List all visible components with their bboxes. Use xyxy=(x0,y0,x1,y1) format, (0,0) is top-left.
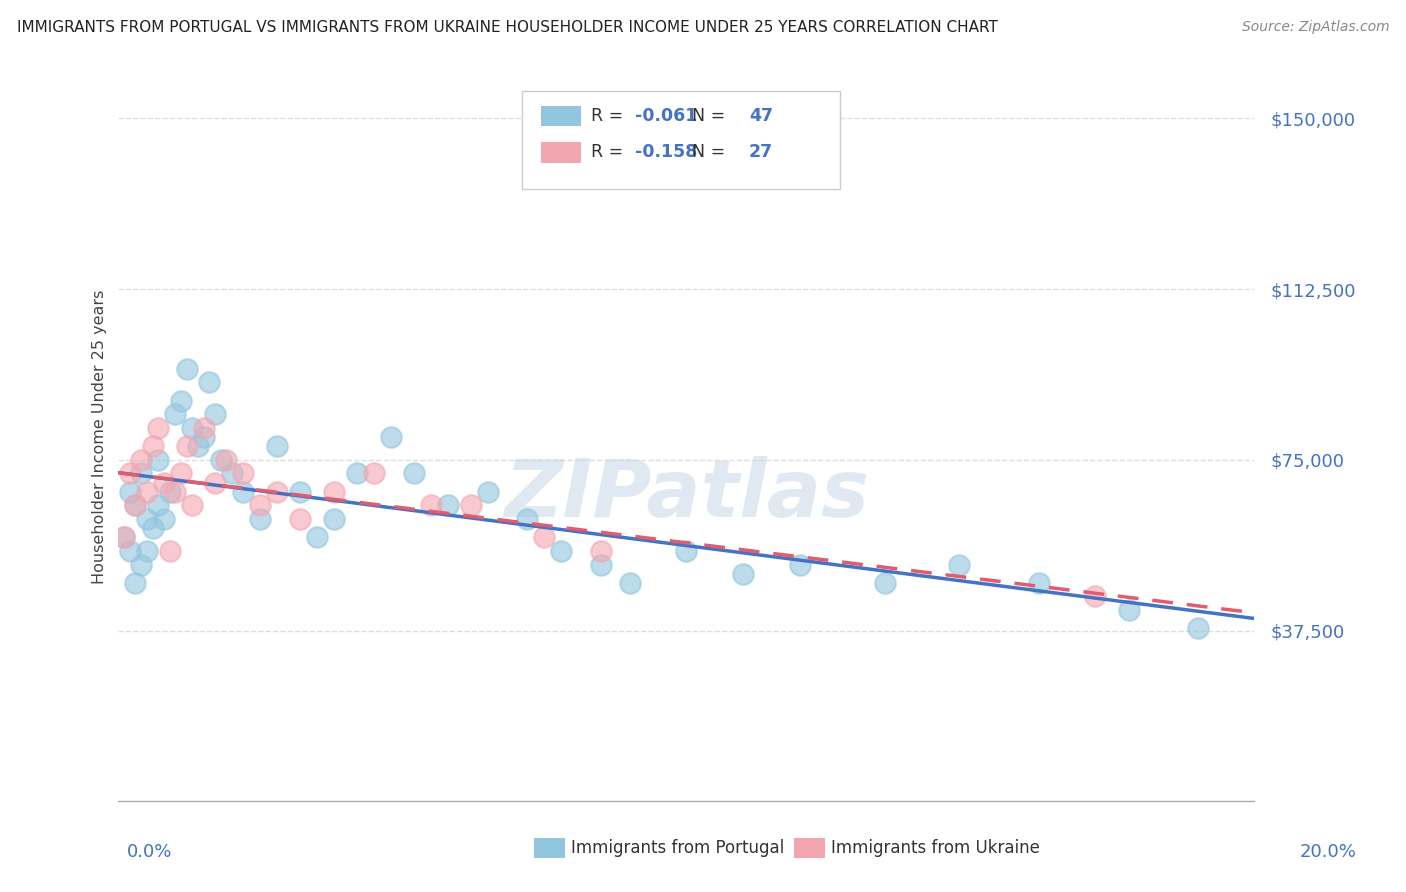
Point xyxy=(363,467,385,481)
Point xyxy=(1187,621,1209,635)
Point xyxy=(307,530,329,544)
Text: -0.061: -0.061 xyxy=(636,107,697,125)
Point xyxy=(176,361,198,376)
Text: 20.0%: 20.0% xyxy=(1301,843,1357,861)
Point xyxy=(159,484,181,499)
Point xyxy=(124,575,146,590)
Y-axis label: Householder Income Under 25 years: Householder Income Under 25 years xyxy=(93,290,107,584)
Point xyxy=(675,544,697,558)
Point xyxy=(266,484,288,499)
Point xyxy=(129,453,152,467)
Point xyxy=(135,512,157,526)
Text: R =: R = xyxy=(591,144,628,161)
Point xyxy=(232,467,254,481)
Point xyxy=(198,376,221,390)
Point xyxy=(221,467,243,481)
Point xyxy=(437,499,460,513)
Point xyxy=(124,499,146,513)
Text: ZIPatlas: ZIPatlas xyxy=(503,457,869,534)
Point xyxy=(153,512,176,526)
Point xyxy=(153,475,176,490)
Point xyxy=(209,453,232,467)
Point xyxy=(118,467,141,481)
Point xyxy=(193,421,215,435)
Point xyxy=(181,499,204,513)
Point xyxy=(148,499,170,513)
Point xyxy=(148,453,170,467)
Point xyxy=(290,512,312,526)
Text: Immigrants from Ukraine: Immigrants from Ukraine xyxy=(831,839,1040,857)
Point xyxy=(875,575,897,590)
FancyBboxPatch shape xyxy=(541,142,581,162)
Point xyxy=(129,558,152,572)
Point xyxy=(550,544,572,558)
Point xyxy=(948,558,970,572)
Point xyxy=(1118,603,1140,617)
Point xyxy=(249,499,271,513)
Text: 47: 47 xyxy=(749,107,773,125)
Point xyxy=(249,512,271,526)
Point xyxy=(419,499,441,513)
Point xyxy=(460,499,482,513)
Point xyxy=(118,544,141,558)
Point xyxy=(323,512,346,526)
Point xyxy=(533,530,555,544)
Point xyxy=(181,421,204,435)
Point xyxy=(170,467,193,481)
Text: -0.158: -0.158 xyxy=(636,144,697,161)
Point xyxy=(148,421,170,435)
Point xyxy=(1028,575,1050,590)
Point xyxy=(112,530,135,544)
Point xyxy=(165,407,187,421)
Point xyxy=(204,407,226,421)
Point xyxy=(380,430,402,444)
Point xyxy=(290,484,312,499)
Point xyxy=(266,439,288,453)
Point xyxy=(591,558,613,572)
Text: 27: 27 xyxy=(749,144,773,161)
Text: N =: N = xyxy=(681,144,731,161)
Point xyxy=(591,544,613,558)
Point xyxy=(141,439,163,453)
Point xyxy=(1084,590,1107,604)
Point xyxy=(789,558,811,572)
Point xyxy=(323,484,346,499)
Point xyxy=(135,544,157,558)
Text: IMMIGRANTS FROM PORTUGAL VS IMMIGRANTS FROM UKRAINE HOUSEHOLDER INCOME UNDER 25 : IMMIGRANTS FROM PORTUGAL VS IMMIGRANTS F… xyxy=(17,20,998,35)
Text: Immigrants from Portugal: Immigrants from Portugal xyxy=(571,839,785,857)
Point xyxy=(204,475,226,490)
FancyBboxPatch shape xyxy=(541,106,581,126)
Point xyxy=(165,484,187,499)
Text: N =: N = xyxy=(681,107,731,125)
FancyBboxPatch shape xyxy=(522,91,839,189)
Point xyxy=(346,467,368,481)
Text: 0.0%: 0.0% xyxy=(127,843,172,861)
Point xyxy=(619,575,641,590)
Text: Source: ZipAtlas.com: Source: ZipAtlas.com xyxy=(1241,20,1389,34)
Point xyxy=(516,512,538,526)
Point xyxy=(477,484,499,499)
Point xyxy=(402,467,425,481)
Point xyxy=(141,521,163,535)
Point xyxy=(193,430,215,444)
Point xyxy=(124,499,146,513)
Point xyxy=(176,439,198,453)
Text: R =: R = xyxy=(591,107,628,125)
Point xyxy=(159,544,181,558)
Point xyxy=(215,453,238,467)
Point xyxy=(232,484,254,499)
Point xyxy=(170,393,193,408)
Point xyxy=(733,566,755,581)
Point xyxy=(112,530,135,544)
Point xyxy=(129,467,152,481)
Point xyxy=(118,484,141,499)
Point xyxy=(135,484,157,499)
Point xyxy=(187,439,209,453)
